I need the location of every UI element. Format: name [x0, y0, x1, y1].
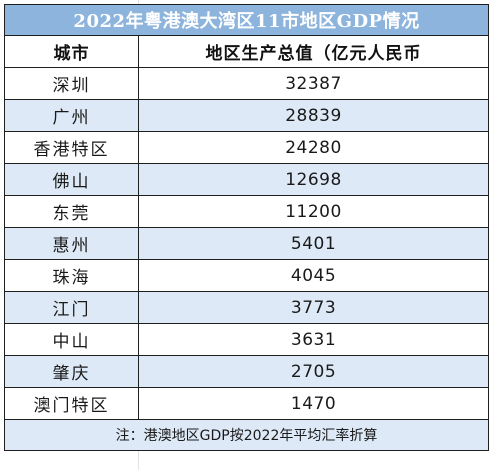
city-cell[interactable]: 珠海	[4, 259, 139, 292]
gdp-value-cell[interactable]: 1470	[137, 387, 490, 420]
table-row: 深圳 32387	[4, 67, 490, 100]
header-city[interactable]: 城市	[4, 35, 139, 68]
table-row: 惠州 5401	[4, 227, 490, 260]
table-note[interactable]: 注：港澳地区GDP按2022年平均汇率折算	[3, 419, 490, 451]
table-body: 深圳 32387 广州 28839 香港特区 24280 佛山 12698 东莞 11200 惠州 5…	[4, 67, 490, 420]
table-row: 中山 3631	[4, 323, 490, 356]
gdp-value-cell[interactable]: 2705	[137, 355, 490, 388]
table-row: 江门 3773	[4, 291, 490, 324]
city-cell[interactable]: 中山	[4, 323, 139, 356]
gdp-value-cell[interactable]: 24280	[137, 131, 490, 164]
table-row: 珠海 4045	[4, 259, 490, 292]
gdp-value-cell[interactable]: 3631	[137, 323, 490, 356]
gdp-value-cell[interactable]: 5401	[137, 227, 490, 260]
table-row: 广州 28839	[4, 99, 490, 132]
city-cell[interactable]: 佛山	[4, 163, 139, 196]
city-cell[interactable]: 东莞	[4, 195, 139, 228]
note-row: 注：港澳地区GDP按2022年平均汇率折算	[3, 419, 490, 451]
city-cell[interactable]: 惠州	[4, 227, 139, 260]
table-row: 东莞 11200	[4, 195, 490, 228]
table-row: 香港特区 24280	[4, 131, 490, 164]
gdp-value-cell[interactable]: 3773	[137, 291, 490, 324]
city-cell[interactable]: 肇庆	[4, 355, 139, 388]
city-cell[interactable]: 深圳	[4, 67, 139, 100]
gdp-value-cell[interactable]: 32387	[137, 67, 490, 100]
city-cell[interactable]: 江门	[4, 291, 139, 324]
header-row: 城市 地区生产总值（亿元人民币	[4, 35, 490, 68]
gdp-table: 2022年粤港澳大湾区11市地区GDP情况 城市 地区生产总值（亿元人民币 深圳…	[3, 4, 490, 451]
table-row: 佛山 12698	[4, 163, 490, 196]
table-row: 肇庆 2705	[4, 355, 490, 388]
table-row: 澳门特区 1470	[4, 387, 490, 420]
gdp-value-cell[interactable]: 28839	[137, 99, 490, 132]
table-title[interactable]: 2022年粤港澳大湾区11市地区GDP情况	[3, 4, 490, 36]
gdp-value-cell[interactable]: 12698	[137, 163, 490, 196]
city-cell[interactable]: 香港特区	[4, 131, 139, 164]
city-cell[interactable]: 广州	[4, 99, 139, 132]
title-row: 2022年粤港澳大湾区11市地区GDP情况	[3, 4, 490, 36]
gdp-value-cell[interactable]: 4045	[137, 259, 490, 292]
gdp-value-cell[interactable]: 11200	[137, 195, 490, 228]
header-gdp[interactable]: 地区生产总值（亿元人民币	[137, 35, 490, 68]
city-cell[interactable]: 澳门特区	[4, 387, 139, 420]
